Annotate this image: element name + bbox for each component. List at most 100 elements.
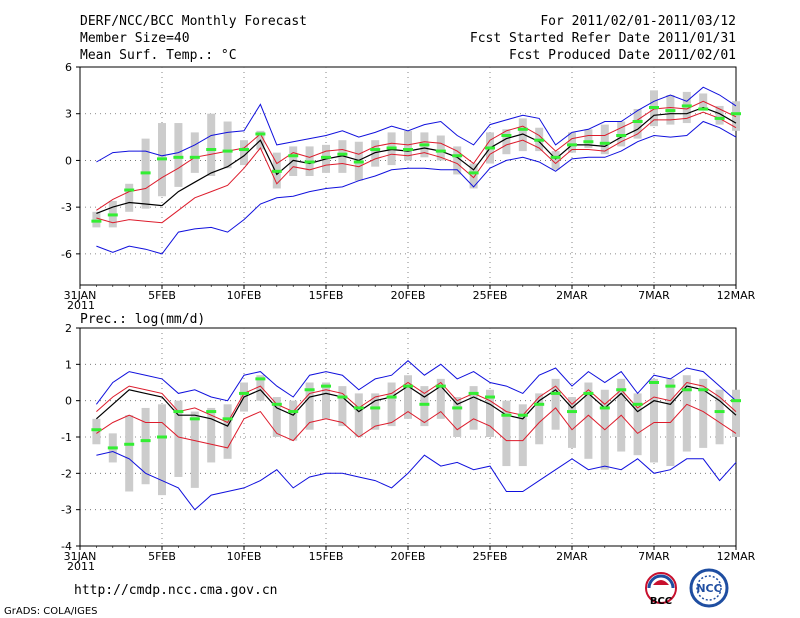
- prec-box: [469, 386, 478, 430]
- temp-xtick-label: 10FEB: [227, 289, 262, 302]
- grads-credit: GrADS: COLA/IGES: [4, 606, 98, 617]
- prec-box: [633, 393, 642, 456]
- temp-box: [207, 113, 216, 176]
- prec-box: [322, 382, 330, 419]
- temp-ytick-label: 6: [65, 61, 72, 74]
- prec-box: [568, 397, 576, 448]
- prec-box: [141, 407, 150, 485]
- ncc-logo-text: NCC: [696, 582, 721, 595]
- variable-label: Mean Surf. Temp.: °C: [80, 48, 237, 63]
- ncc-logo: NCC: [689, 568, 729, 608]
- temp-xtick-label: 2MAR: [556, 289, 588, 302]
- prec-xtick-label: 2MAR: [556, 550, 588, 563]
- forecast-produced-date: Fcst Produced Date 2011/02/01: [509, 48, 736, 63]
- temp-box: [338, 140, 347, 173]
- forecast-period: For 2011/02/01-2011/03/12: [540, 14, 736, 29]
- prec-box: [305, 382, 314, 430]
- prec-xtick-label: 7MAR: [638, 550, 670, 563]
- temp-line-min: [96, 120, 737, 255]
- temp-box: [682, 91, 691, 124]
- prec-box: [190, 411, 199, 488]
- bcc-logo: BCC: [645, 572, 677, 607]
- prec-box: [551, 378, 560, 430]
- prec-xtick-label: 15FEB: [309, 550, 344, 563]
- bcc-logo-text: BCC: [650, 596, 672, 607]
- temp-ytick-label: 3: [65, 108, 72, 121]
- prec-xtick-label: 12MAR: [717, 550, 756, 563]
- prec-line-max: [96, 360, 737, 405]
- prec-box: [354, 393, 363, 437]
- temp-ytick-label: 0: [65, 154, 72, 167]
- prec-box: [256, 375, 265, 401]
- temp-box: [240, 140, 248, 166]
- temp-box: [125, 183, 134, 212]
- prec-xtick-label: 25FEB: [473, 550, 508, 563]
- temp-xtick-label: 15FEB: [309, 289, 344, 302]
- prec-box: [436, 378, 445, 419]
- prec-box: [699, 378, 708, 448]
- prec-box: [223, 404, 232, 459]
- prec-box: [158, 404, 166, 496]
- prec-box: [453, 397, 462, 437]
- prec-box: [125, 415, 134, 492]
- prec-ytick-label: -2: [61, 467, 72, 480]
- temp-box: [174, 123, 183, 187]
- prec-box: [535, 393, 544, 445]
- prec-box: [92, 418, 101, 445]
- prec-xtick-label: 20FEB: [391, 550, 426, 563]
- temp-xtick-label: 20FEB: [391, 289, 426, 302]
- temp-box: [551, 151, 560, 170]
- temp-box: [453, 146, 462, 175]
- temp-ytick-label: -3: [61, 201, 72, 214]
- prec-box: [404, 375, 412, 419]
- prec-xtick-label: 5FEB: [148, 550, 176, 563]
- temp-line-max: [96, 86, 737, 163]
- prec-xtick-label: 10FEB: [227, 550, 262, 563]
- prec-box: [174, 400, 183, 477]
- temp-box: [600, 124, 609, 155]
- temp-box: [371, 140, 380, 167]
- prec-box: [682, 375, 691, 452]
- prec-box: [420, 386, 429, 427]
- temp-box: [92, 211, 101, 228]
- prec-box: [371, 393, 380, 430]
- prec-ytick-label: -1: [61, 431, 72, 444]
- temp-xtick-label: 12MAR: [717, 289, 756, 302]
- forecast-start-date: Fcst Started Refer Date 2011/01/31: [470, 31, 736, 46]
- figure-title: DERF/NCC/BCC Monthly Forecast: [80, 14, 307, 29]
- member-size-label: Member Size=40: [80, 31, 190, 46]
- temp-box: [617, 121, 626, 147]
- temp-box: [289, 146, 298, 176]
- temp-box: [732, 101, 740, 131]
- temp-box: [404, 130, 412, 161]
- temp-box: [633, 109, 642, 139]
- prec-box: [387, 382, 396, 427]
- temp-box: [584, 129, 593, 148]
- temp-xtick-label: 31JAN: [64, 289, 97, 302]
- temp-box: [502, 129, 511, 155]
- temp-box: [699, 93, 708, 111]
- temp-box: [223, 121, 232, 169]
- temp-line-upper: [96, 100, 737, 211]
- temp-box: [568, 132, 576, 153]
- temp-box: [469, 163, 478, 189]
- prec-box: [338, 386, 347, 427]
- prec-xtick-year: 2011: [67, 560, 95, 573]
- temp-line-mean: [96, 106, 737, 214]
- prec-ytick-label: 0: [65, 395, 72, 408]
- prec-ytick-label: -3: [61, 504, 72, 517]
- prec-box: [715, 389, 724, 445]
- precip-panel-title: Prec.: log(mm/d): [80, 312, 205, 327]
- prec-box: [584, 382, 593, 459]
- prec-box: [272, 397, 281, 437]
- prec-box: [650, 378, 658, 463]
- prec-box: [207, 407, 216, 463]
- source-url[interactable]: http://cmdp.ncc.cma.gov.cn: [74, 583, 278, 598]
- temp-box: [436, 135, 445, 161]
- prec-box: [502, 400, 511, 467]
- temp-box: [518, 118, 527, 152]
- prec-box: [289, 400, 298, 441]
- temp-box: [190, 132, 199, 173]
